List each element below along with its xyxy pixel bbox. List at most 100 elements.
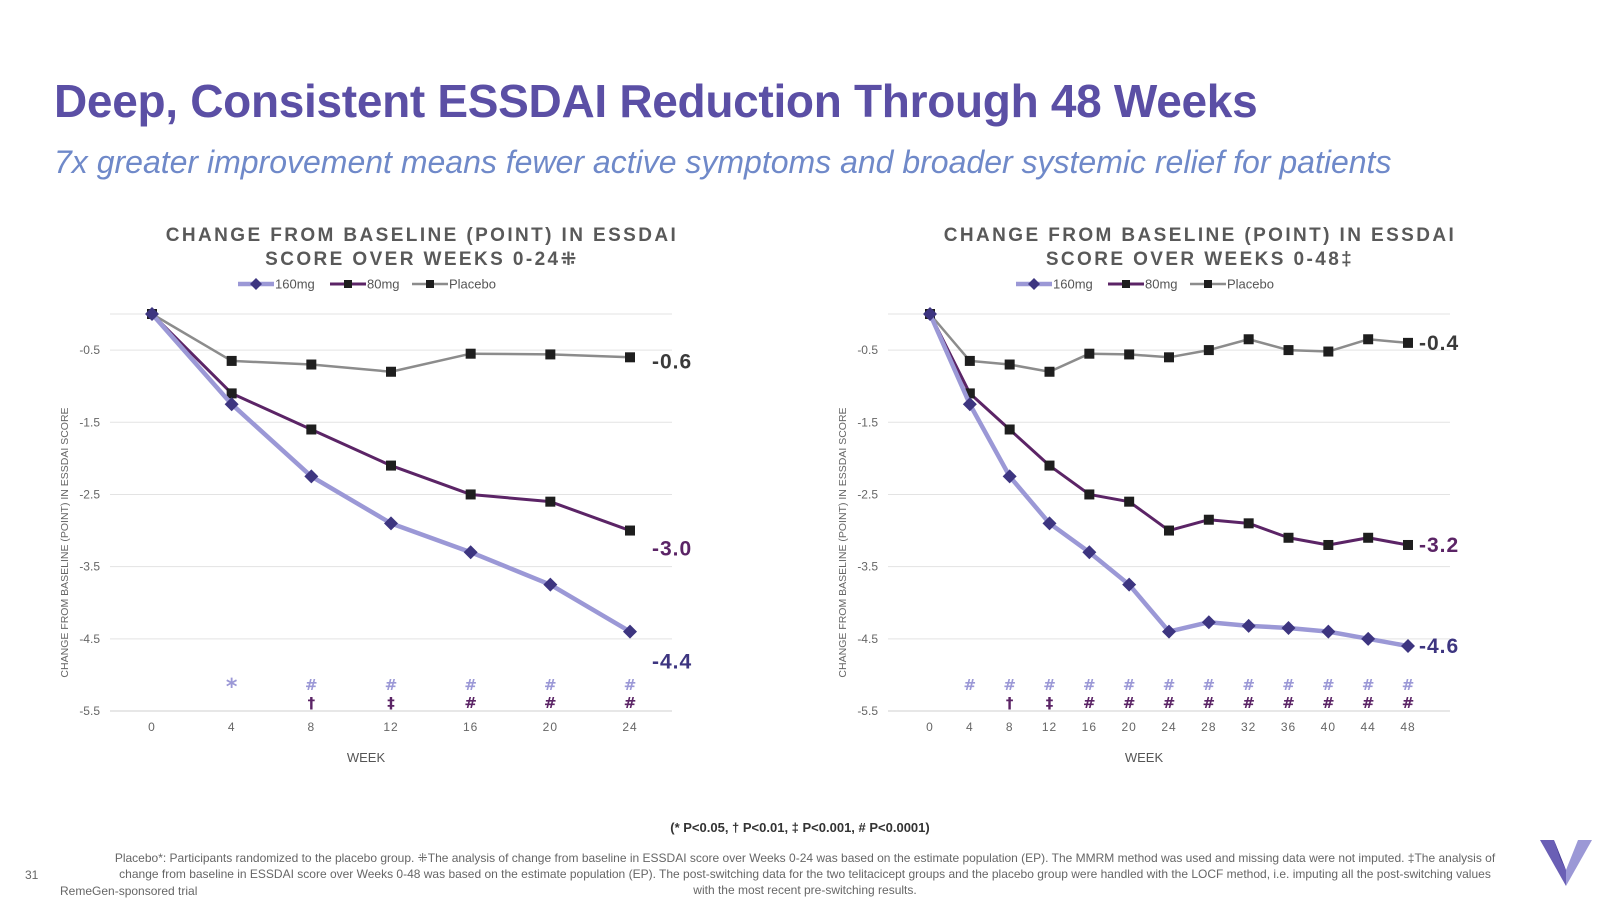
x-tick-label: 4 <box>228 720 236 734</box>
end-value-label-placebo: -0.4 <box>1419 332 1459 355</box>
data-point-160mg <box>543 577 558 592</box>
x-tick-label: 0 <box>148 720 156 734</box>
x-tick-label: 40 <box>1321 720 1336 734</box>
x-tick-label: 20 <box>1121 720 1136 734</box>
data-point-placebo <box>1403 337 1413 348</box>
significance-mark-160mg: # <box>1003 676 1016 694</box>
page-number: 31 <box>25 868 39 882</box>
significance-mark-160mg: # <box>385 676 398 694</box>
x-tick-label: 20 <box>543 720 558 734</box>
legend-marker <box>1028 278 1040 290</box>
series-placebo: -0.6 <box>147 309 692 377</box>
data-point-80mg <box>1243 518 1254 529</box>
chart-title: CHANGE FROM BASELINE (POINT) IN ESSDAI S… <box>42 224 802 272</box>
significance-mark-160mg: # <box>1322 676 1335 694</box>
legend-item-placebo: Placebo <box>1190 277 1274 292</box>
significance-mark-80mg: # <box>1242 694 1255 712</box>
chart-plot: 160mg 80mg Placebo -0.5 -1.5 -2.5 -3.5 -4.5 -5.5… <box>837 277 1459 766</box>
legend-item-160mg: 160mg <box>1016 277 1093 292</box>
data-point-80mg <box>1323 539 1334 550</box>
data-point-160mg <box>304 469 319 484</box>
slide-title: Deep, Consistent ESSDAI Reduction Throug… <box>54 75 1258 127</box>
significance-mark-80mg: # <box>1083 694 1096 712</box>
y-tick-label: -2.5 <box>857 487 878 501</box>
data-point-160mg <box>224 397 239 412</box>
data-point-160mg <box>1042 516 1057 531</box>
x-tick-label: 16 <box>463 720 478 734</box>
data-point-80mg <box>1203 514 1214 525</box>
y-tick-label: -3.5 <box>79 560 100 574</box>
sponsor-note: RemeGen-sponsored trial <box>60 884 198 898</box>
significance-mark-80mg: # <box>1123 694 1136 712</box>
data-point-placebo <box>386 366 396 377</box>
significance-mark-160mg: # <box>1282 676 1295 694</box>
slide-subtitle: 7x greater improvement means fewer activ… <box>54 144 1392 180</box>
data-point-placebo <box>1283 345 1294 356</box>
data-point-placebo <box>1203 345 1214 356</box>
data-point-placebo <box>1124 349 1135 360</box>
significance-mark-160mg: # <box>1163 676 1176 694</box>
legend-item-80mg: 80mg <box>330 277 400 292</box>
y-tick-label: -3.5 <box>857 560 878 574</box>
significance-mark-80mg: # <box>1402 694 1415 712</box>
significance-mark-80mg: † <box>308 694 316 712</box>
significance-mark-160mg: # <box>305 676 318 694</box>
data-point-placebo <box>1084 348 1095 359</box>
footnote: Placebo*: Participants randomized to the… <box>114 851 1496 897</box>
data-point-placebo <box>1323 346 1334 357</box>
significance-legend: (* P<0.05, † P<0.01, ‡ P<0.001, # P<0.00… <box>670 820 930 835</box>
significance-mark-80mg: # <box>544 694 557 712</box>
end-value-label-160mg: -4.4 <box>652 651 692 674</box>
data-point-80mg <box>1363 532 1374 543</box>
data-point-80mg <box>1403 539 1413 550</box>
data-point-80mg <box>545 496 556 507</box>
x-tick-label: 8 <box>307 720 315 734</box>
y-axis-label: CHANGE FROM BASELINE (POINT) IN ESSDAI S… <box>837 407 849 677</box>
x-axis-label: WEEK <box>347 750 386 765</box>
significance-mark-80mg: # <box>624 694 637 712</box>
significance-mark-160mg: # <box>1203 676 1216 694</box>
x-tick-label: 12 <box>1042 720 1057 734</box>
data-point-placebo <box>964 355 975 366</box>
data-point-80mg <box>1004 424 1015 435</box>
data-point-160mg <box>1281 620 1296 635</box>
data-point-80mg <box>1283 532 1294 543</box>
chart-title-line1: CHANGE FROM BASELINE (POINT) IN ESSDAI <box>165 225 679 246</box>
data-point-80mg <box>465 489 476 500</box>
y-tick-label: -1.5 <box>79 415 100 429</box>
data-point-80mg <box>226 388 237 399</box>
chart-title: CHANGE FROM BASELINE (POINT) IN ESSDAI S… <box>820 224 1580 272</box>
series-80mg: -3.2 <box>925 309 1459 557</box>
y-tick-label: -5.5 <box>79 704 100 718</box>
data-point-placebo <box>1363 334 1374 345</box>
end-value-label-80mg: -3.2 <box>1419 534 1459 557</box>
chart-plot: 160mg 80mg Placebo -0.5 -1.5 -2.5 -3.5 -4.5 -5.5… <box>59 277 692 766</box>
data-point-160mg <box>962 397 977 412</box>
data-point-160mg <box>1082 545 1097 560</box>
significance-mark-80mg: # <box>464 694 477 712</box>
data-point-160mg <box>923 307 937 321</box>
data-point-80mg <box>306 424 317 435</box>
data-point-160mg <box>1201 615 1216 630</box>
data-point-80mg <box>1164 525 1174 536</box>
significance-mark-80mg: † <box>1006 694 1014 712</box>
significance-mark-160mg: # <box>544 676 557 694</box>
significance-mark-80mg: # <box>1362 694 1375 712</box>
chart-title-line2: SCORE OVER WEEKS 0-24⁜ <box>265 249 579 270</box>
y-axis-label: CHANGE FROM BASELINE (POINT) IN ESSDAI S… <box>59 407 71 677</box>
end-value-label-placebo: -0.6 <box>652 350 692 373</box>
end-value-label-80mg: -3.0 <box>652 538 692 561</box>
data-point-placebo <box>226 355 237 366</box>
data-point-80mg <box>964 388 975 399</box>
x-tick-label: 24 <box>1161 720 1176 734</box>
y-tick-label: -0.5 <box>857 343 878 357</box>
significance-mark-160mg: # <box>1083 676 1096 694</box>
x-tick-label: 28 <box>1201 720 1216 734</box>
significance-mark-160mg: # <box>1043 676 1056 694</box>
data-point-placebo <box>1044 366 1055 377</box>
data-point-placebo <box>1164 352 1174 363</box>
data-point-80mg <box>386 460 396 471</box>
y-tick-label: -4.5 <box>857 632 878 646</box>
legend-item-160mg: 160mg <box>238 277 315 292</box>
data-point-160mg <box>1401 639 1415 654</box>
